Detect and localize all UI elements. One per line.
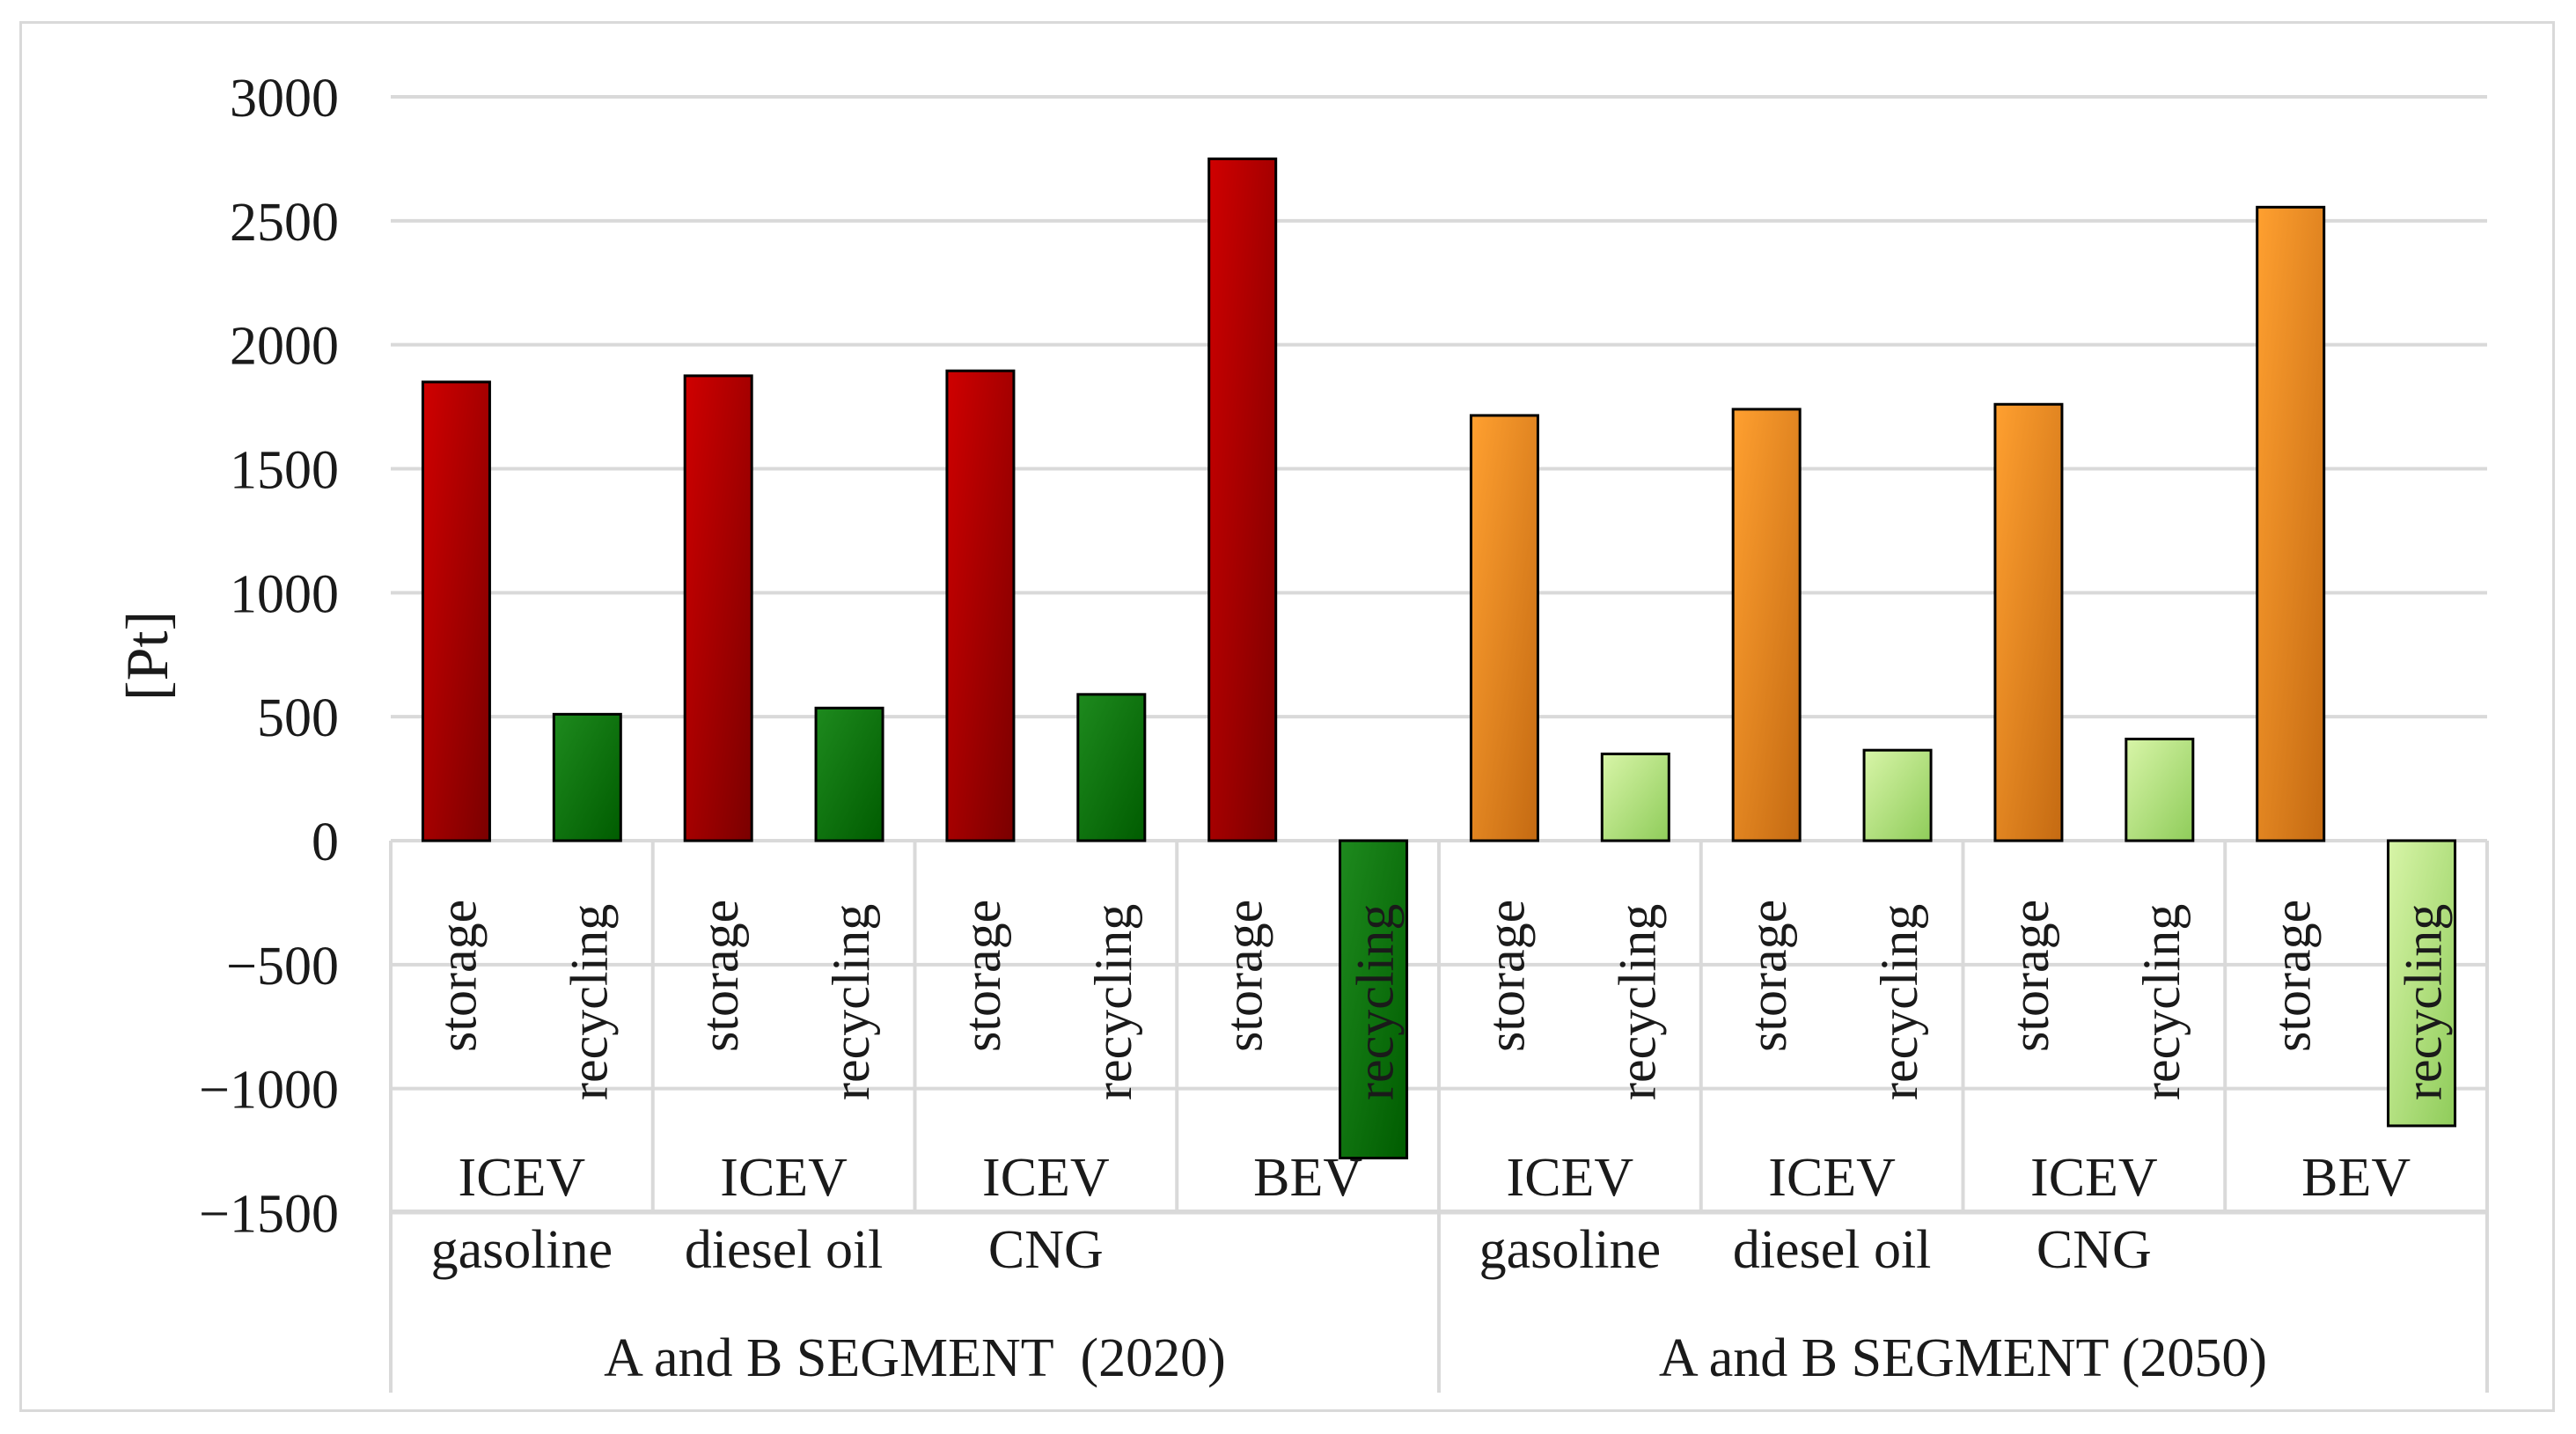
y-axis-label: [Pt]: [114, 611, 180, 701]
y-tick-label: −1500: [199, 1185, 339, 1245]
storage-label: storage: [1477, 900, 1535, 1052]
storage-label: storage: [2264, 900, 2322, 1052]
recycling-bar: [1600, 752, 1670, 842]
y-tick-label: 0: [312, 813, 339, 872]
y-axis-ticks: 3000 2500 2000 1500 1000 500 0 −500 −1000 −1500: [199, 69, 339, 1245]
y-tick-label: 1500: [230, 441, 339, 501]
recycling-bar: [1076, 693, 1147, 842]
recycling-bar: [552, 712, 622, 842]
y-tick-label: −500: [226, 937, 339, 996]
y-tick-label: 1000: [230, 564, 339, 624]
group-label-line2: gasoline: [1479, 1220, 1662, 1280]
storage-label: storage: [691, 900, 749, 1052]
group-label-line1: BEV: [1253, 1148, 1362, 1208]
group-label-line1: ICEV: [1507, 1148, 1634, 1208]
recycling-bar: [1862, 748, 1933, 842]
recycling-label: recycling: [1347, 904, 1405, 1100]
recycling-label: recycling: [2132, 904, 2191, 1100]
storage-bar: [1993, 402, 2064, 842]
y-tick-label: 2000: [230, 317, 339, 377]
recycling-label: recycling: [1870, 904, 1928, 1100]
storage-bar: [945, 369, 1016, 842]
storage-bar: [1207, 157, 1278, 842]
y-tick-label: −1000: [199, 1061, 339, 1121]
storage-label: storage: [1215, 900, 1273, 1052]
storage-bar: [1731, 408, 1802, 842]
recycling-label: recycling: [1084, 904, 1142, 1100]
recycling-label: recycling: [560, 904, 618, 1100]
group-label-line1: BEV: [2301, 1148, 2411, 1208]
recycling-bar: [1339, 839, 1409, 1160]
storage-bar: [2256, 205, 2326, 842]
segment-label: A and B SEGMENT (2050): [1659, 1328, 2267, 1388]
recycling-bar: [2125, 738, 2195, 842]
group-label-line1: ICEV: [982, 1148, 1110, 1208]
group-label-line2: diesel oil: [685, 1220, 884, 1280]
recycling-bar: [2387, 839, 2457, 1128]
storage-label: storage: [1739, 900, 1797, 1052]
storage-label: storage: [953, 900, 1011, 1052]
bars: [421, 157, 2457, 1160]
y-tick-label: 2500: [230, 193, 339, 253]
storage-label: storage: [429, 900, 487, 1052]
recycling-label: recycling: [2395, 904, 2453, 1100]
segment-label: A and B SEGMENT (2020): [604, 1328, 1226, 1388]
group-label-line1: ICEV: [2030, 1148, 2158, 1208]
bar-labels: storage recycling storage recycling storage r…: [429, 900, 2452, 1100]
recycling-label: recycling: [1608, 904, 1666, 1100]
group-label-line1: ICEV: [459, 1148, 586, 1208]
category-labels: ICEV gasoline ICEV diesel oil ICEV CNG BEV A an…: [431, 1148, 2411, 1388]
group-label-line2: gasoline: [431, 1220, 613, 1280]
y-tick-label: 500: [257, 688, 339, 748]
storage-bar: [683, 374, 753, 842]
group-label-line1: ICEV: [720, 1148, 848, 1208]
recycling-bar: [814, 706, 884, 842]
group-label-line2: diesel oil: [1733, 1220, 1932, 1280]
storage-bar: [1469, 414, 1539, 842]
y-tick-label: 3000: [230, 69, 339, 129]
group-label-line2: CNG: [2037, 1220, 2152, 1280]
storage-bar: [421, 380, 491, 842]
recycling-label: recycling: [822, 904, 880, 1100]
group-label-line2: CNG: [988, 1220, 1104, 1280]
category-table: [389, 841, 2489, 1393]
storage-label: storage: [2001, 900, 2059, 1052]
group-label-line1: ICEV: [1768, 1148, 1896, 1208]
